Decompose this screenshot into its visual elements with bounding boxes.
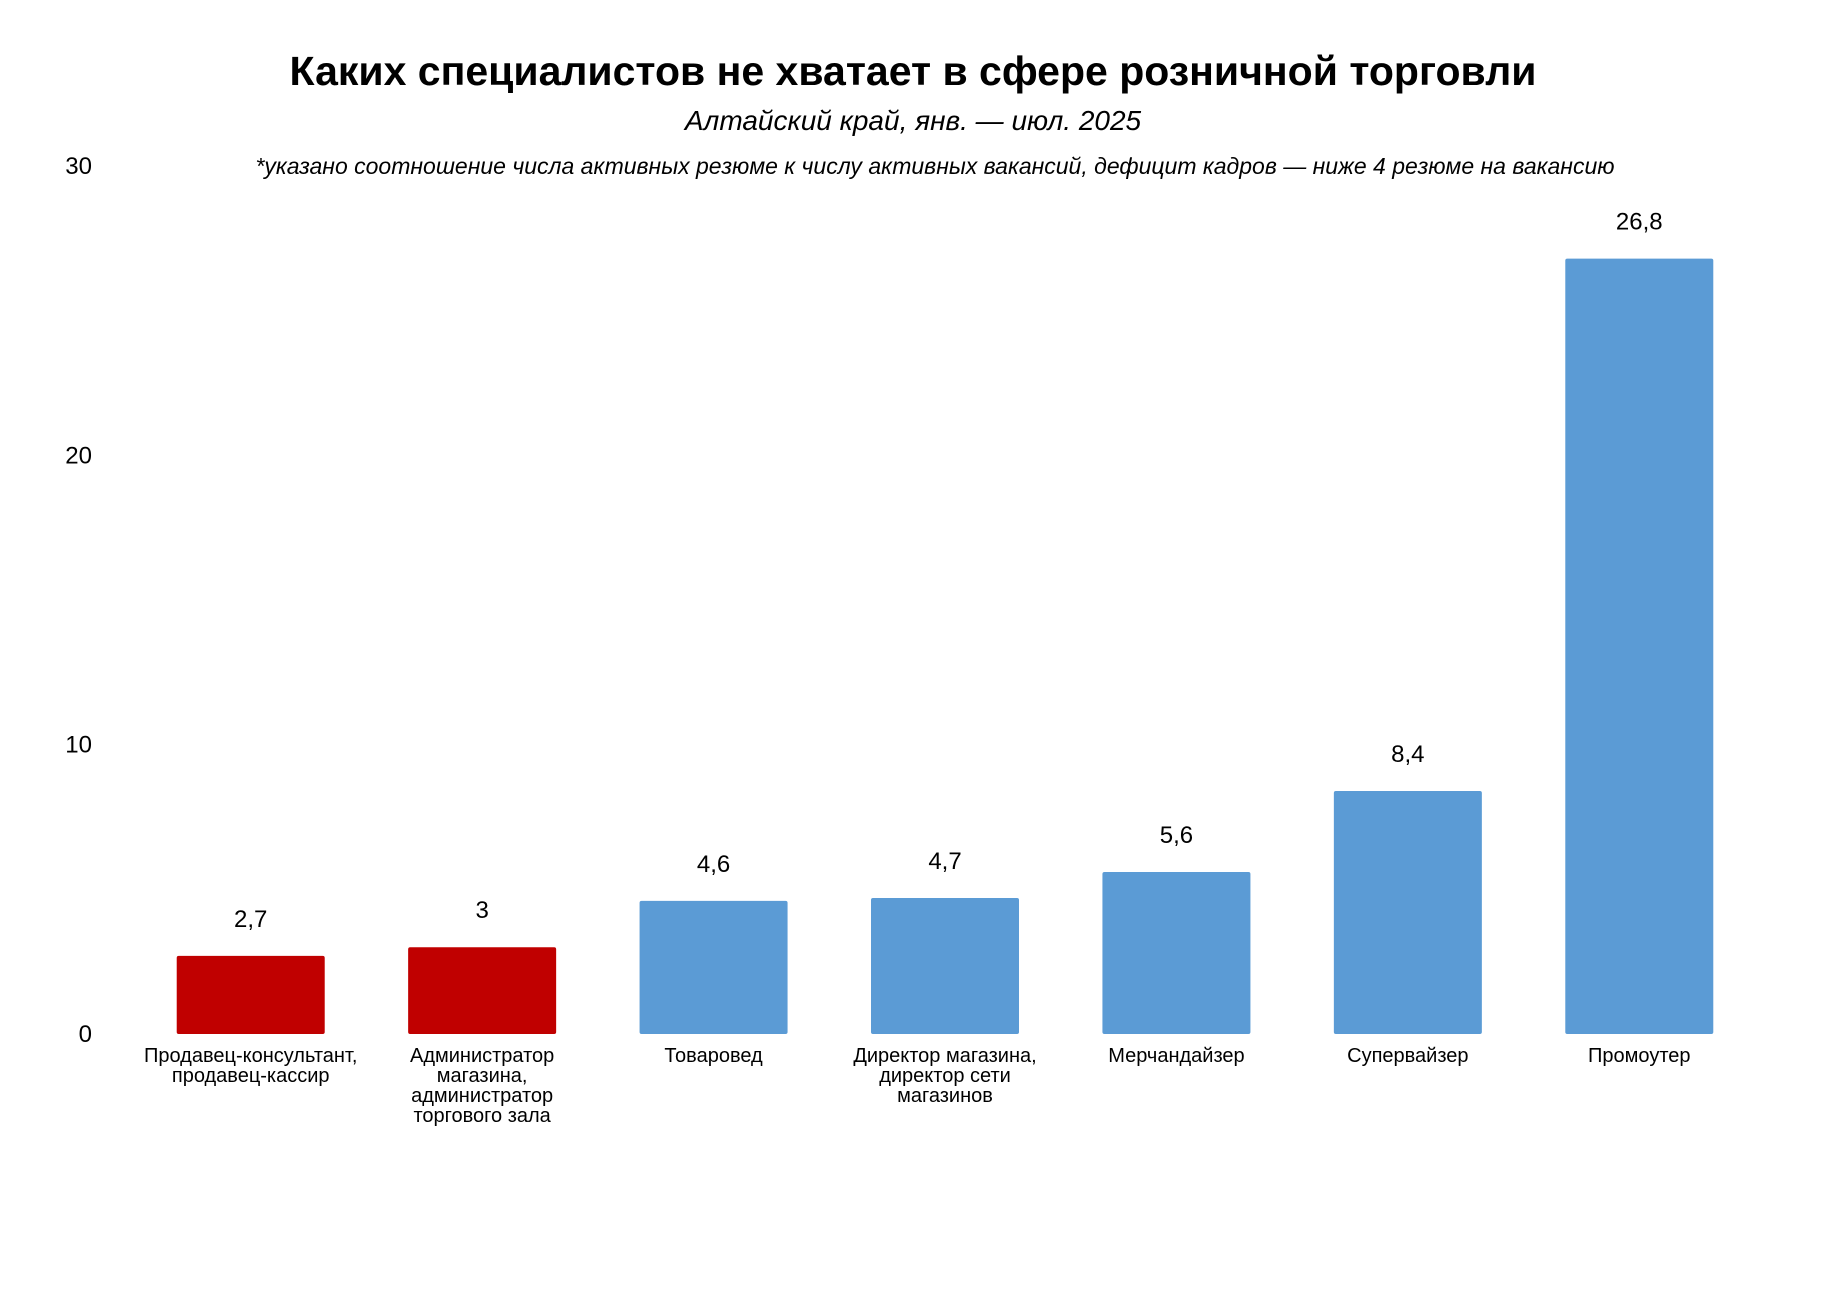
x-tick-label-line: Продавец-консультант, [144,1045,357,1067]
x-tick-label-line: Товаровед [664,1045,763,1067]
x-tick-label: Администратор магазина, администратор торго… [410,1045,554,1127]
data-label: 8,4 [1391,741,1424,768]
bar [1565,258,1714,1034]
bar [408,947,557,1034]
x-axis: Продавец-консультант, продавец-кассир Адми… [144,1045,1691,1127]
bar [1102,871,1251,1034]
data-label: 4,7 [928,848,961,875]
x-tick-label: Мерчандайзер [1108,1045,1244,1067]
bar [871,898,1019,1034]
chart-subtitle: Алтайский край, янв. — июл. 2025 [684,105,1142,136]
bar [176,955,325,1034]
x-tick-label: Супервайзер [1347,1045,1468,1067]
x-tick-label-line: Супервайзер [1347,1045,1468,1067]
x-tick-label: Продавец-консультант, продавец-кассир [144,1045,357,1087]
y-axis: 0 10 20 30 [65,153,92,1048]
data-label: 4,6 [697,851,730,878]
chart-title: Каких специалистов не хватает в сфере ро… [289,48,1537,94]
x-tick-label-line: продавец-кассир [172,1065,330,1087]
x-tick-label: Директор магазина, директор сети магазинов [853,1045,1036,1107]
y-tick-label: 0 [79,1021,92,1048]
bar [1333,790,1482,1034]
data-label: 5,6 [1160,822,1193,849]
y-tick-label: 30 [65,153,92,180]
x-tick-label-line: торгового зала [413,1105,551,1127]
x-tick-label: Промоутер [1588,1045,1690,1067]
x-tick-label-line: Администратор [410,1045,554,1067]
bar [639,900,788,1034]
chart-note: *указано соотношение числа активных резю… [255,153,1615,179]
data-label: 26,8 [1616,209,1663,236]
x-tick-label: Товаровед [664,1045,763,1067]
y-tick-label: 20 [65,442,92,469]
x-tick-label-line: Мерчандайзер [1108,1045,1244,1067]
value-labels-group: 2,7 3 4,6 4,7 5,6 8,4 26,8 [234,209,1663,933]
x-tick-label-line: директор сети [879,1065,1011,1087]
x-tick-label-line: Директор магазина, [853,1045,1036,1067]
x-tick-label-line: магазинов [897,1085,993,1107]
data-label: 3 [475,897,488,924]
x-tick-label-line: администратор [411,1085,553,1107]
y-tick-label: 10 [65,732,92,759]
bars-group [176,258,1714,1034]
data-label: 2,7 [234,906,267,933]
x-tick-label-line: Промоутер [1588,1045,1690,1067]
x-tick-label-line: магазина, [437,1065,528,1087]
